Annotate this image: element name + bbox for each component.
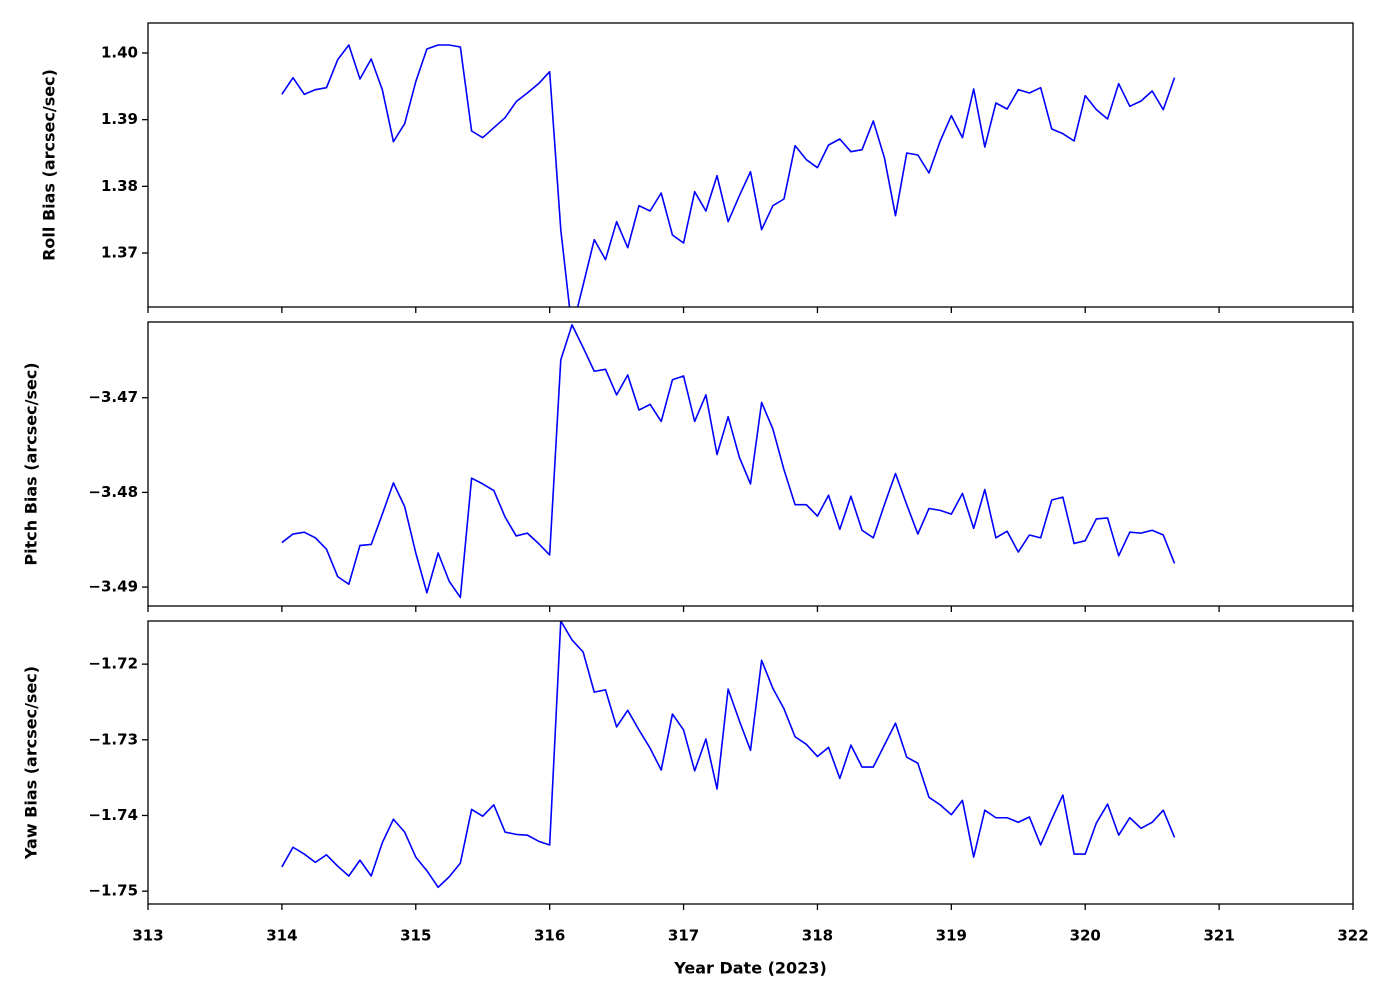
plot-area: [281, 44, 1176, 307]
y-tick-label: 1.40: [101, 44, 138, 62]
y-tick-label: 1.38: [101, 177, 138, 195]
y-tick-label: −1.74: [88, 806, 138, 824]
plot-area: [281, 621, 1176, 889]
x-tick-label: 316: [534, 927, 565, 945]
y-tick-label: −3.47: [88, 388, 138, 406]
y-tick-label: −1.73: [88, 730, 138, 748]
plot-area: [281, 324, 1176, 599]
x-tick-label: 315: [400, 927, 431, 945]
x-tick-label: 313: [132, 927, 163, 945]
y-axis-label: Yaw Bias (arcsec/sec): [22, 666, 41, 860]
y-tick-label: −1.72: [88, 655, 138, 673]
data-line: [281, 324, 1176, 599]
axes-frame: [147, 321, 1354, 607]
x-tick-label: 321: [1203, 927, 1234, 945]
x-tick-label: 318: [802, 927, 833, 945]
x-tick-label: 320: [1070, 927, 1101, 945]
y-tick-label: −3.48: [88, 483, 138, 501]
y-axis-label: Pitch Bias (arcsec/sec): [22, 362, 41, 565]
y-tick-label: −3.49: [88, 578, 138, 596]
y-tick-label: 1.39: [101, 110, 138, 128]
y-tick-label: −1.75: [88, 882, 138, 900]
x-tick-label: 317: [668, 927, 699, 945]
x-tick-label: 322: [1337, 927, 1368, 945]
x-tick-label: 319: [936, 927, 967, 945]
data-line: [281, 621, 1176, 889]
x-tick-label: 314: [266, 927, 297, 945]
y-tick-label: 1.37: [101, 244, 138, 262]
x-axis-label: Year Date (2023): [673, 959, 827, 978]
data-line: [281, 44, 1176, 307]
axes-frame: [147, 620, 1354, 905]
axes-frame: [147, 22, 1354, 308]
y-axis-label: Roll Bias (arcsec/sec): [40, 69, 59, 261]
